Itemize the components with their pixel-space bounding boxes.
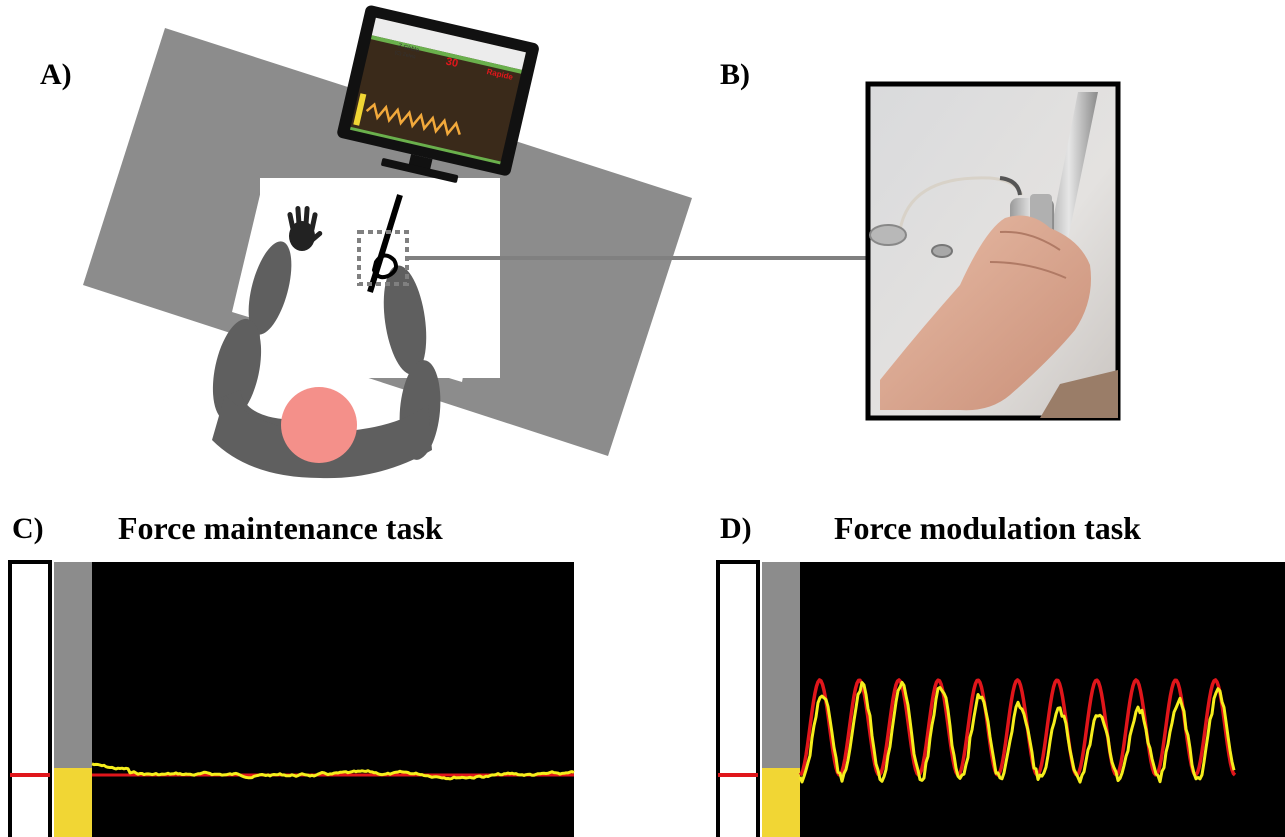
panel-b-label: B) <box>720 58 750 91</box>
monitor-icon <box>337 5 539 183</box>
panel-c-label: C) <box>12 512 44 545</box>
gripping-hand <box>371 253 398 280</box>
panel-c-force-trace <box>91 762 575 781</box>
panel-c-plot-area <box>92 562 574 837</box>
panel-c-force-bar-fill <box>54 768 92 837</box>
panel-d-plot-area <box>800 562 1285 837</box>
panel-c-target-bar <box>8 560 52 837</box>
panel-d-target-bar <box>716 560 760 837</box>
panel-d-force-bar-fill <box>762 768 800 837</box>
head-icon <box>281 387 357 463</box>
panel-a-label: A) <box>40 58 72 91</box>
panel-c-title: Force maintenance task <box>118 510 443 546</box>
panel-c-screen <box>8 560 575 837</box>
panel-d-screen <box>716 560 1285 837</box>
panel-d-title: Force modulation task <box>834 510 1141 546</box>
panel-d-label: D) <box>720 512 752 545</box>
panel-d-force-trace <box>798 680 1236 784</box>
handle-bar <box>367 194 403 293</box>
panel-d-target-wave <box>798 678 1237 777</box>
hand-icon <box>287 205 323 251</box>
